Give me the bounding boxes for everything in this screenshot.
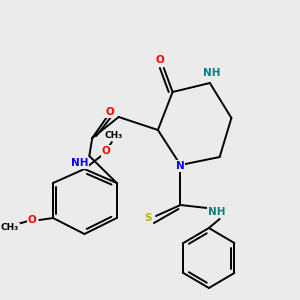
Text: CH₃: CH₃ bbox=[1, 224, 19, 232]
Text: CH₃: CH₃ bbox=[105, 131, 123, 140]
Text: O: O bbox=[155, 55, 164, 65]
Text: O: O bbox=[102, 146, 110, 156]
Text: S: S bbox=[144, 213, 152, 223]
Text: N: N bbox=[176, 161, 185, 171]
Text: O: O bbox=[106, 107, 114, 117]
Text: NH: NH bbox=[208, 207, 226, 217]
Text: O: O bbox=[27, 215, 36, 225]
Text: NH: NH bbox=[71, 158, 88, 168]
Text: NH: NH bbox=[203, 68, 220, 78]
